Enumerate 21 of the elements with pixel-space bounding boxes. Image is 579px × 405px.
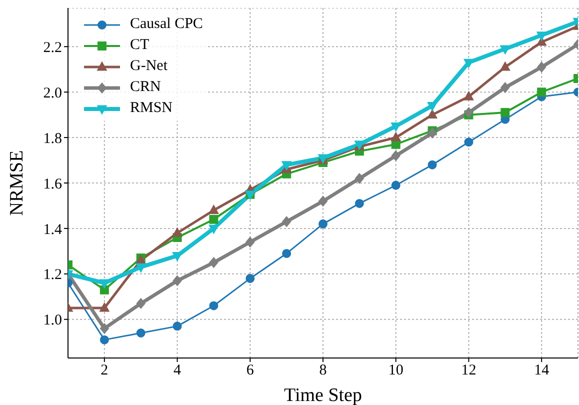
legend-label: CT bbox=[130, 37, 150, 54]
legend-label: RMSN bbox=[130, 100, 173, 117]
legend-label: Causal CPC bbox=[130, 16, 203, 33]
x-tick-label: 6 bbox=[246, 362, 254, 379]
legend-label: G-Net bbox=[130, 58, 168, 75]
x-tick-label: 12 bbox=[461, 362, 476, 379]
x-tick-label: 8 bbox=[319, 362, 327, 379]
y-tick-label: 1.6 bbox=[43, 176, 62, 192]
legend-label: CRN bbox=[130, 79, 161, 96]
x-tick-label: 2 bbox=[100, 362, 108, 379]
y-axis-title: NRMSE bbox=[6, 150, 28, 216]
y-tick-label: 2.0 bbox=[43, 85, 62, 102]
y-tick-label: 1.8 bbox=[43, 130, 62, 147]
x-tick-label: 14 bbox=[534, 362, 550, 379]
y-tick-label: 1.0 bbox=[43, 312, 62, 329]
y-tick-label: 1.2 bbox=[43, 267, 62, 284]
x-tick-label: 10 bbox=[388, 362, 404, 379]
x-axis-title: Time Step bbox=[284, 385, 362, 405]
y-tick-label: 1.4 bbox=[43, 222, 62, 238]
y-tick-label: 2.2 bbox=[43, 40, 62, 56]
x-tick-label: 4 bbox=[174, 362, 182, 379]
